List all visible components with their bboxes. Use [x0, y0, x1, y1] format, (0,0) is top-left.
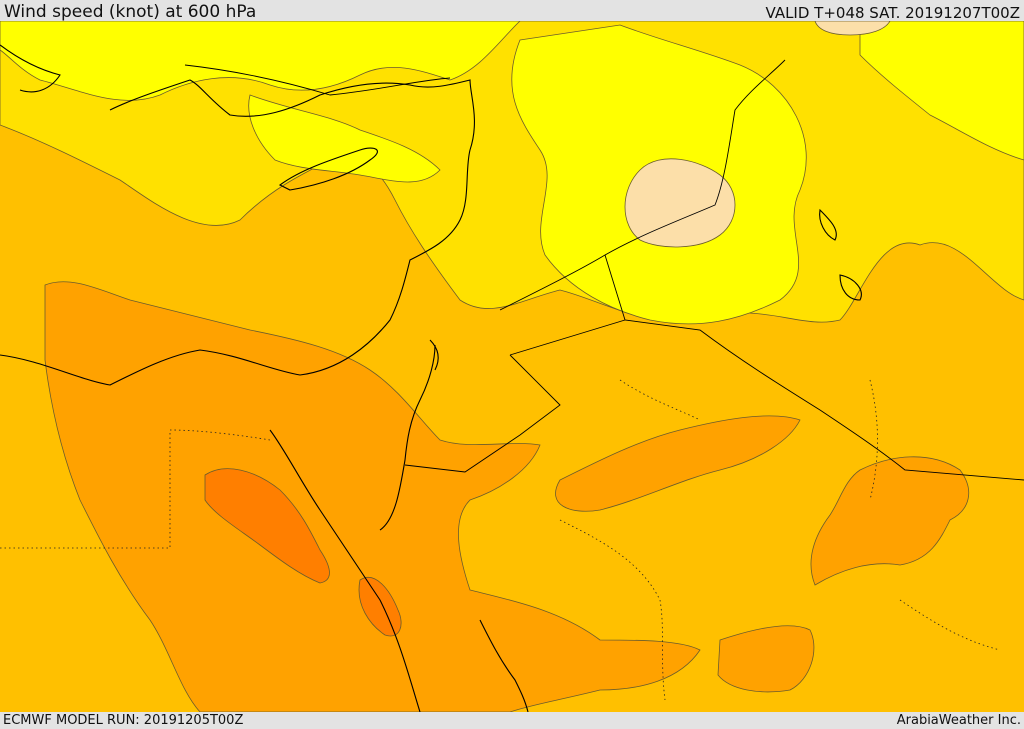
credit-label: ArabiaWeather Inc. — [896, 713, 1021, 728]
wind-speed-map[interactable] — [0, 21, 1024, 712]
header-bar: Wind speed (knot) at 600 hPa VALID T+048… — [0, 0, 1024, 22]
dark-core-north — [204, 468, 330, 584]
calm-patch-north — [814, 21, 891, 36]
orange-band-central — [555, 415, 801, 512]
orange-band-east — [810, 456, 969, 586]
orange-band-west — [44, 281, 701, 712]
borders — [184, 59, 1024, 481]
valid-time: VALID T+048 SAT. 20191207T00Z — [765, 4, 1020, 22]
north-yellow-strip — [0, 21, 521, 101]
model-run-label: ECMWF MODEL RUN: 20191205T00Z — [3, 713, 244, 728]
province-lines — [0, 379, 1001, 701]
calm-patch — [624, 158, 736, 248]
levant-yellow — [248, 94, 441, 183]
orange-band-south-east — [717, 625, 815, 693]
footer-bar: ECMWF MODEL RUN: 20191205T00Z ArabiaWeat… — [0, 712, 1024, 729]
coastlines — [0, 44, 862, 712]
dark-core-south — [358, 577, 402, 637]
map-canvas — [0, 21, 1024, 712]
northeast-yellow — [859, 21, 1024, 161]
map-title: Wind speed (knot) at 600 hPa — [4, 2, 257, 22]
